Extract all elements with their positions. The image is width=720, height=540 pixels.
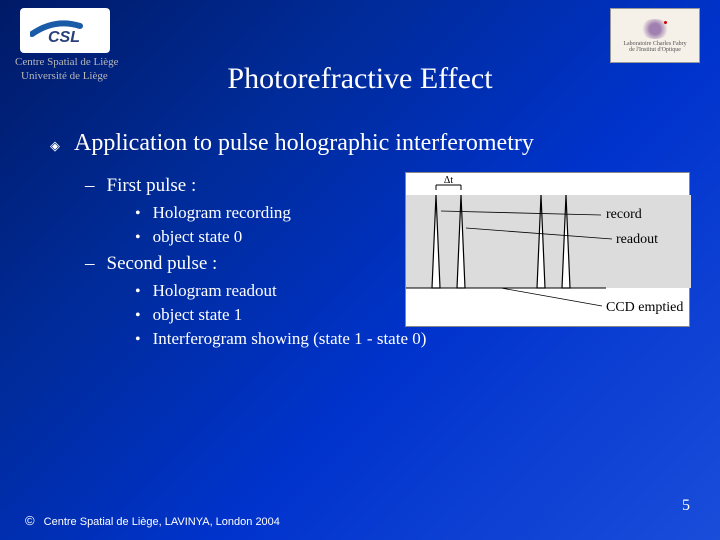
footer-text: Centre Spatial de Liège, LAVINYA, London… [44,516,280,528]
pulse-diagram: Δt record readout CCD emptied [405,172,690,327]
dot-icon: • [135,283,141,301]
dot-icon: • [135,307,141,325]
csl-logo: CSL [20,8,110,53]
fabry-logo: Laboratoire Charles Fabry de l'Institut … [610,8,700,63]
sec1-item1: object state 0 [153,227,243,247]
page-number: 5 [682,497,690,515]
dot-icon: • [135,229,141,247]
dash-icon: – [85,253,95,275]
copyright-icon: © [25,513,35,528]
bullet-main-text: Application to pulse holographic interfe… [74,130,534,157]
diamond-bullet-icon: ◈ [50,138,60,154]
dot-icon: • [135,331,141,349]
bullet-main: ◈ Application to pulse holographic inter… [50,130,690,157]
sec1-item0: Hologram recording [153,203,291,223]
sec2-item0: Hologram readout [153,281,277,301]
slide-title: Photorefractive Effect [0,62,720,96]
logo-right-line2: de l'Institut d'Optique [629,47,681,53]
sec2-heading: Second pulse : [107,253,218,275]
svg-text:CSL: CSL [48,29,80,46]
svg-text:record: record [606,207,642,222]
dot-icon: • [135,205,141,223]
sec2-item2: Interferogram showing (state 1 - state 0… [153,329,427,349]
dash-icon: – [85,175,95,197]
svg-text:readout: readout [616,232,658,247]
sec1-heading: First pulse : [107,175,197,197]
svg-text:Δt: Δt [444,175,453,186]
svg-text:CCD emptied: CCD emptied [606,300,683,315]
sec2-item1: object state 1 [153,305,243,325]
footer: © Centre Spatial de Liège, LAVINYA, Lond… [25,513,280,528]
list-item: • Interferogram showing (state 1 - state… [135,329,690,349]
